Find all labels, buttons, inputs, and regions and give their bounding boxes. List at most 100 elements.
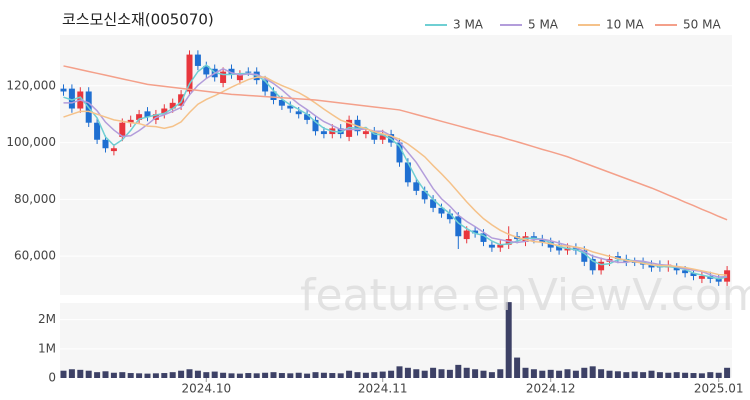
candle-body bbox=[430, 199, 437, 208]
volume-bar bbox=[320, 372, 327, 378]
volume-bar bbox=[186, 369, 193, 378]
watermark: feature.enViewV.com bbox=[300, 270, 750, 321]
volume-bar bbox=[446, 369, 453, 378]
volume-bar bbox=[581, 367, 588, 378]
candle-body bbox=[539, 239, 546, 242]
candle-body bbox=[488, 244, 495, 248]
x-tick-label: 2024.10 bbox=[181, 382, 231, 396]
volume-bar bbox=[421, 370, 428, 378]
candle-body bbox=[480, 233, 487, 242]
volume-bar bbox=[371, 372, 378, 378]
volume-bar bbox=[673, 372, 680, 378]
volume-bar bbox=[556, 370, 563, 378]
candle-body bbox=[320, 131, 327, 135]
legend-item: 10 MA bbox=[578, 18, 644, 32]
volume-bar bbox=[606, 370, 613, 378]
volume-bar bbox=[329, 373, 336, 378]
volume-bar bbox=[530, 369, 537, 378]
candle-body bbox=[547, 241, 554, 248]
volume-bar bbox=[614, 371, 621, 378]
volume-bar bbox=[379, 371, 386, 378]
volume-bar bbox=[572, 370, 579, 378]
candle-body bbox=[698, 275, 705, 279]
volume-bar bbox=[488, 372, 495, 378]
volume-bar bbox=[287, 373, 294, 378]
volume-bar bbox=[278, 373, 285, 378]
legend-label: 3 MA bbox=[453, 18, 484, 32]
volume-bar bbox=[178, 370, 185, 378]
volume-bar bbox=[94, 372, 101, 378]
candle-body bbox=[581, 250, 588, 262]
volume-bar bbox=[362, 372, 369, 378]
ma-line bbox=[63, 67, 728, 278]
volume-bar bbox=[354, 372, 361, 378]
volume-bar bbox=[312, 372, 319, 378]
candle-body bbox=[497, 244, 504, 248]
volume-bar bbox=[228, 373, 235, 378]
volume-bar bbox=[211, 371, 218, 378]
candle-body bbox=[404, 162, 411, 183]
volume-bar bbox=[144, 373, 151, 378]
candle-body bbox=[446, 213, 453, 220]
volume-bar bbox=[640, 372, 647, 378]
candle-body bbox=[295, 111, 302, 115]
candle-body bbox=[379, 134, 386, 140]
candle-body bbox=[262, 80, 269, 92]
volume-bar bbox=[60, 370, 67, 378]
candle-body bbox=[648, 264, 655, 268]
volume-bar bbox=[127, 373, 134, 378]
volume-bar bbox=[220, 372, 227, 378]
y-tick-label: 0 bbox=[48, 371, 56, 385]
volume-bar bbox=[682, 372, 689, 378]
volume-bar bbox=[337, 373, 344, 378]
volume-bar bbox=[463, 367, 470, 378]
volume-bar bbox=[547, 369, 554, 378]
volume-bar bbox=[236, 373, 243, 378]
candle-body bbox=[304, 114, 311, 120]
candle-body bbox=[236, 74, 243, 81]
volume-bar bbox=[497, 369, 504, 378]
volume-bar bbox=[253, 373, 260, 378]
volume-bar bbox=[136, 373, 143, 378]
price-plot-bg bbox=[60, 35, 732, 295]
candle-body bbox=[94, 122, 101, 140]
candle-body bbox=[715, 278, 722, 282]
candle-body bbox=[278, 100, 285, 106]
candle-body bbox=[472, 230, 479, 234]
volume-bar bbox=[77, 369, 84, 378]
candle-body bbox=[110, 148, 117, 152]
volume-plot-bg bbox=[60, 303, 732, 378]
candle-body bbox=[724, 270, 731, 282]
x-tick-label: 2025.01 bbox=[694, 382, 744, 396]
y-tick-label: 120,000 bbox=[6, 78, 56, 92]
legend-item: 3 MA bbox=[425, 18, 484, 32]
legend-item: 5 MA bbox=[500, 18, 559, 32]
candle-body bbox=[421, 190, 428, 200]
candle-body bbox=[312, 119, 319, 132]
volume-bar bbox=[304, 373, 311, 378]
volume-bar bbox=[169, 372, 176, 378]
legend-label: 5 MA bbox=[528, 18, 559, 32]
candle-body bbox=[127, 119, 134, 123]
volume-bar bbox=[648, 370, 655, 378]
volume-bar bbox=[295, 372, 302, 378]
volume-bar bbox=[346, 370, 353, 378]
volume-bar bbox=[396, 366, 403, 378]
candle-body bbox=[438, 207, 445, 214]
volume-bar bbox=[539, 370, 546, 378]
volume-bar bbox=[194, 370, 201, 378]
volume-bar bbox=[690, 373, 697, 378]
volume-bar bbox=[388, 370, 395, 378]
candle-body bbox=[589, 258, 596, 271]
candle-body bbox=[396, 142, 403, 163]
volume-bar bbox=[85, 370, 92, 378]
candle-body bbox=[203, 65, 210, 75]
volume-bar bbox=[262, 372, 269, 378]
candle-body bbox=[556, 244, 563, 251]
candle-body bbox=[614, 256, 621, 259]
y-tick-label: 2M bbox=[38, 312, 56, 326]
volume-bar bbox=[119, 372, 126, 378]
ma-line bbox=[63, 65, 728, 221]
candle-body bbox=[186, 54, 193, 92]
